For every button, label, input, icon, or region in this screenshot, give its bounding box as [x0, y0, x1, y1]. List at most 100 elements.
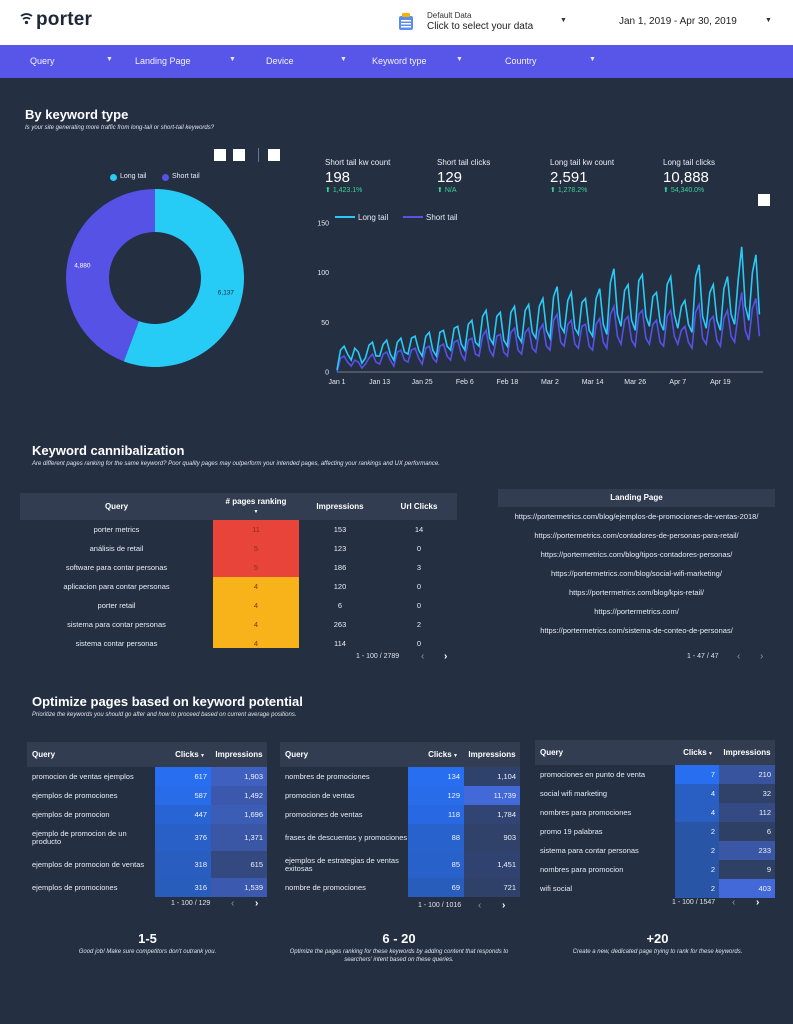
- col-header-query[interactable]: Query: [32, 750, 56, 759]
- table-row[interactable]: sistema contar personas 4 114 0: [20, 634, 457, 648]
- date-range-dropdown-icon[interactable]: ▼: [765, 17, 772, 24]
- clicks-heat-fill: [408, 851, 464, 878]
- sort-desc-icon[interactable]: ▼: [253, 508, 259, 515]
- sort-desc-icon[interactable]: ▼: [706, 751, 713, 757]
- clicks-heat-fill: [408, 805, 464, 824]
- cell-impressions: 114: [334, 639, 346, 648]
- impressions-heat-fill: [719, 803, 775, 822]
- col-header-clicks[interactable]: Clicks ▼: [675, 748, 719, 757]
- table-row[interactable]: ejemplo de promocion de un producto 376 1,…: [27, 824, 267, 851]
- filter-keyword-type[interactable]: Keyword type: [372, 56, 427, 66]
- keyword-potential-table: Query Clicks ▼ Impressions nombres de promo…: [280, 742, 520, 897]
- toggle-checkbox[interactable]: [233, 149, 245, 161]
- toggle-checkbox[interactable]: [214, 149, 226, 161]
- next-page-icon[interactable]: ›: [760, 651, 764, 662]
- prev-page-icon[interactable]: ‹: [231, 898, 235, 909]
- table-row[interactable]: ejemplos de promocion de ventas 318 615: [27, 851, 267, 878]
- table-row[interactable]: promociones de ventas 118 1,784: [280, 805, 520, 824]
- filter-device-dropdown-icon[interactable]: ▼: [340, 56, 347, 63]
- landing-page-row[interactable]: https://portermetrics.com/blog/kpis-reta…: [568, 588, 705, 597]
- porter-logo[interactable]: porter: [36, 9, 93, 30]
- table-row[interactable]: social wifi marketing 4 32: [535, 784, 775, 803]
- table-row[interactable]: promociones en punto de venta 7 210: [535, 765, 775, 784]
- prev-page-icon[interactable]: ‹: [478, 900, 482, 911]
- prev-page-icon[interactable]: ‹: [732, 897, 736, 908]
- date-range-selector[interactable]: Jan 1, 2019 - Apr 30, 2019: [619, 16, 737, 27]
- cell-clicks: 85: [408, 851, 464, 878]
- donut-slice-long-tail[interactable]: [123, 189, 244, 367]
- table-row[interactable]: ejemplos de promocion 447 1,696: [27, 805, 267, 824]
- cell-query: ejemplo de promocion de un producto: [32, 828, 127, 846]
- cell-query: porter retail: [97, 601, 136, 610]
- donut-slice-short-tail[interactable]: [66, 189, 155, 362]
- table-row[interactable]: ejemplos de promociones 587 1,492: [27, 786, 267, 805]
- clicks-heat-fill: [675, 822, 719, 841]
- table-row[interactable]: porter metrics 11 153 14: [20, 520, 457, 539]
- filter-device[interactable]: Device: [266, 56, 294, 66]
- col-header-impressions[interactable]: Impressions: [468, 750, 516, 759]
- sort-desc-icon[interactable]: ▼: [451, 753, 458, 759]
- table-row[interactable]: promocion de ventas ejemplos 617 1,903: [27, 767, 267, 786]
- impressions-value: 1,539: [244, 883, 263, 892]
- landing-page-row[interactable]: https://portermetrics.com/: [594, 607, 679, 616]
- clicks-value: 7: [710, 770, 715, 779]
- sort-desc-icon[interactable]: ▼: [198, 753, 205, 759]
- filter-keyword-type-dropdown-icon[interactable]: ▼: [456, 56, 463, 63]
- table-row[interactable]: sistema para contar personas 2 233: [535, 841, 775, 860]
- col-header-pages-ranking[interactable]: # pages ranking ▼: [213, 493, 299, 520]
- next-page-icon[interactable]: ›: [756, 897, 760, 908]
- table-row[interactable]: ejemplos de estrategias de ventas exitos…: [280, 851, 520, 878]
- series-line-long-tail[interactable]: [336, 246, 761, 371]
- filter-landing-page-dropdown-icon[interactable]: ▼: [229, 56, 236, 63]
- cell-query: análisis de retail: [89, 544, 144, 553]
- table-row[interactable]: nombres para promocion 2 9: [535, 860, 775, 879]
- landing-page-row[interactable]: https://portermetrics.com/sistema-de-con…: [540, 626, 733, 635]
- col-header-impressions[interactable]: Impressions: [215, 750, 263, 759]
- filter-country-dropdown-icon[interactable]: ▼: [589, 56, 596, 63]
- landing-page-row[interactable]: https://portermetrics.com/blog/ejemplos-…: [514, 512, 759, 521]
- table-row[interactable]: nombre de promociones 69 721: [280, 878, 520, 897]
- table-row[interactable]: aplicacion para contar personas 4 120 0: [20, 577, 457, 596]
- col-header-impressions[interactable]: Impressions: [316, 502, 364, 511]
- prev-page-icon[interactable]: ‹: [737, 651, 741, 662]
- filter-query-dropdown-icon[interactable]: ▼: [106, 56, 113, 63]
- col-header-url-clicks[interactable]: Url Clicks: [400, 502, 438, 511]
- table-row[interactable]: promo 19 palabras 2 6: [535, 822, 775, 841]
- data-source-dropdown-icon[interactable]: ▼: [560, 17, 567, 24]
- filter-landing-page[interactable]: Landing Page: [135, 56, 191, 66]
- table-row[interactable]: nombres para promociones 4 112: [535, 803, 775, 822]
- kpi-change: 1,278.2%: [557, 187, 588, 194]
- kpi-long-tail-clicks: Long tail clicks 10,888 ⬆ 54,340.0%: [663, 158, 715, 194]
- chart-toggle-checkbox[interactable]: [758, 194, 770, 206]
- table-row[interactable]: wifi social 2 403: [535, 879, 775, 898]
- landing-page-row[interactable]: https://portermetrics.com/blog/social-wi…: [551, 569, 722, 578]
- next-page-icon[interactable]: ›: [444, 651, 448, 662]
- filter-query[interactable]: Query: [30, 56, 55, 66]
- prev-page-icon[interactable]: ‹: [421, 651, 425, 662]
- landing-page-row[interactable]: https://portermetrics.com/blog/tipos-con…: [540, 550, 733, 559]
- table-row[interactable]: nombres de promociones 134 1,104: [280, 767, 520, 786]
- series-line-short-tail[interactable]: [336, 292, 761, 373]
- col-header-query[interactable]: Query: [285, 750, 309, 759]
- col-header-clicks[interactable]: Clicks ▼: [155, 750, 211, 759]
- table-row[interactable]: análisis de retail 5 123 0: [20, 539, 457, 558]
- cell-query: social wifi marketing: [540, 788, 608, 798]
- table-row[interactable]: frases de descuentos y promociones 88 903: [280, 824, 520, 851]
- col-header-query[interactable]: Query: [540, 748, 564, 757]
- table-row[interactable]: sistema para contar personas 4 263 2: [20, 615, 457, 634]
- landing-page-header[interactable]: Landing Page: [498, 489, 775, 507]
- col-header-impressions[interactable]: Impressions: [723, 748, 771, 757]
- col-header-clicks[interactable]: Clicks ▼: [408, 750, 464, 759]
- data-source-selector[interactable]: Click to select your data: [427, 21, 534, 32]
- next-page-icon[interactable]: ›: [502, 900, 506, 911]
- table-row[interactable]: porter retail 4 6 0: [20, 596, 457, 615]
- table-row[interactable]: software para contar personas 5 186 3: [20, 558, 457, 577]
- table-row[interactable]: promocion de ventas 129 11,739: [280, 786, 520, 805]
- col-header-query[interactable]: Query: [104, 502, 129, 511]
- filter-country[interactable]: Country: [505, 56, 537, 66]
- next-page-icon[interactable]: ›: [255, 898, 259, 909]
- landing-page-row[interactable]: https://portermetrics.com/contadores-de-…: [534, 531, 739, 540]
- cell-clicks: 129: [408, 786, 464, 805]
- toggle-checkbox[interactable]: [268, 149, 280, 161]
- table-row[interactable]: ejemplos de promociones 316 1,539: [27, 878, 267, 897]
